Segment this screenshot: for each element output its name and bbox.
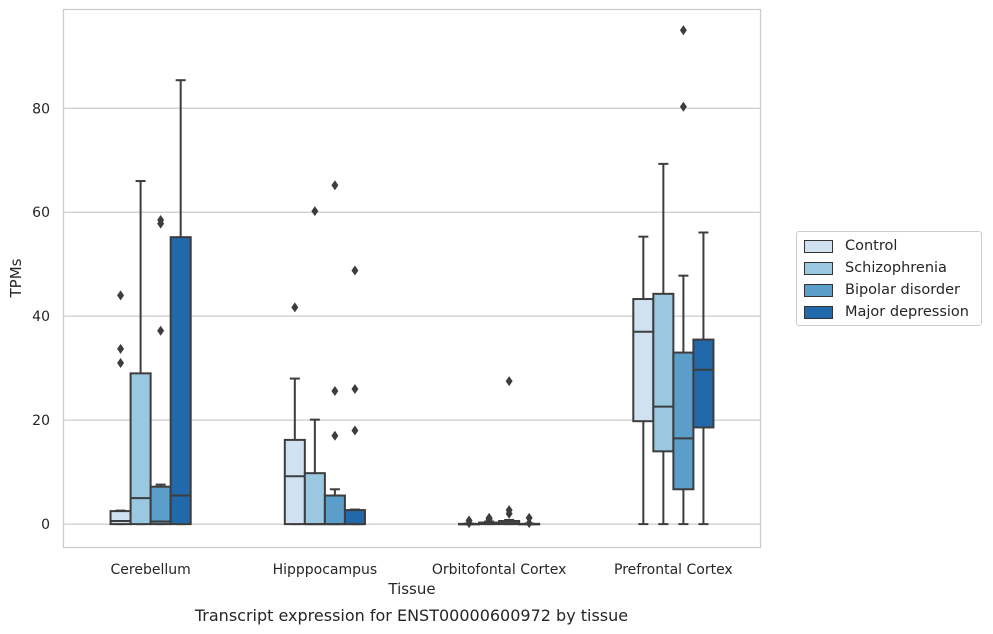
y-axis-title: TPMs	[7, 258, 25, 298]
outlier-point	[117, 357, 125, 368]
outlier-point	[157, 215, 165, 226]
legend-label: Schizophrenia	[845, 260, 947, 276]
box	[149, 485, 172, 526]
outlier-point	[465, 515, 473, 526]
box	[692, 338, 715, 429]
box-group	[283, 302, 306, 526]
y-tick-label: 40	[32, 309, 50, 325]
box-group	[652, 162, 675, 526]
box-group	[692, 231, 715, 526]
plot-frame	[62, 8, 762, 549]
box-group	[518, 512, 541, 529]
series-bipolar-disorder	[149, 25, 695, 526]
outlier-point	[679, 25, 687, 36]
box	[343, 509, 366, 526]
box	[632, 298, 655, 423]
legend-item-major-depression: Major depression	[804, 302, 969, 322]
box-group	[632, 235, 655, 526]
outlier-point	[351, 425, 359, 436]
outlier-point	[679, 101, 687, 112]
chart-caption: Transcript expression for ENST0000060097…	[194, 606, 629, 625]
outlier-point	[525, 512, 533, 523]
y-tick-label: 80	[32, 101, 50, 117]
outlier-point	[331, 386, 339, 397]
y-tick-label: 0	[41, 517, 50, 533]
y-tick-labels: 0 20 40 60 80	[32, 101, 50, 533]
series-schizophrenia	[129, 162, 675, 526]
legend-item-bipolar-disorder: Bipolar disorder	[804, 280, 960, 300]
legend-label: Major depression	[845, 304, 969, 320]
outlier-point	[331, 430, 339, 441]
legend-swatch	[804, 305, 833, 319]
x-tick-label: Prefrontal Cortex	[614, 562, 733, 578]
legend-label: Bipolar disorder	[845, 282, 960, 298]
box-group	[169, 79, 192, 526]
x-axis-title: Tissue	[387, 580, 435, 598]
legend-item-control: Control	[804, 236, 897, 256]
outlier-point	[311, 206, 319, 217]
outlier-point	[157, 325, 165, 336]
outlier-point	[351, 383, 359, 394]
box	[109, 510, 132, 526]
outlier-point	[485, 512, 493, 523]
box	[652, 292, 675, 453]
legend: Control Schizophrenia Bipolar disorder M…	[796, 231, 982, 326]
box	[672, 351, 695, 491]
box-group	[323, 180, 346, 526]
y-tick-label: 20	[32, 413, 50, 429]
outlier-point	[291, 302, 299, 313]
box	[303, 472, 326, 526]
x-tick-label: Orbitofontal Cortex	[432, 562, 567, 578]
legend-label: Control	[845, 238, 898, 254]
box-group	[109, 290, 132, 526]
series-major-depression	[169, 79, 715, 529]
y-tick-label: 60	[32, 205, 50, 221]
box-group	[478, 512, 501, 526]
box	[129, 372, 152, 526]
box-group	[303, 206, 326, 526]
box	[323, 494, 346, 526]
x-tick-label: Hipppocampus	[273, 562, 378, 578]
series-control	[109, 235, 655, 529]
box	[283, 438, 306, 526]
x-tick-labels: Cerebellum Hipppocampus Orbitofontal Corte…	[111, 562, 733, 578]
box-group	[129, 180, 152, 526]
outlier-point	[331, 180, 339, 191]
outlier-point	[117, 290, 125, 301]
box-series	[109, 25, 715, 529]
box	[169, 236, 192, 526]
box-group	[458, 515, 481, 529]
legend-item-schizophrenia: Schizophrenia	[804, 258, 947, 278]
outlier-point	[525, 518, 533, 529]
outlier-point	[117, 343, 125, 354]
legend-swatch	[804, 283, 833, 297]
outlier-point	[505, 505, 513, 516]
box-group	[343, 265, 366, 526]
legend-swatch	[804, 239, 833, 253]
box-group	[672, 25, 695, 526]
legend-swatch	[804, 261, 833, 275]
outlier-point	[351, 265, 359, 276]
x-tick-label: Cerebellum	[111, 562, 191, 578]
box-group	[498, 376, 521, 526]
box-group	[149, 215, 172, 526]
outlier-point	[505, 376, 513, 387]
